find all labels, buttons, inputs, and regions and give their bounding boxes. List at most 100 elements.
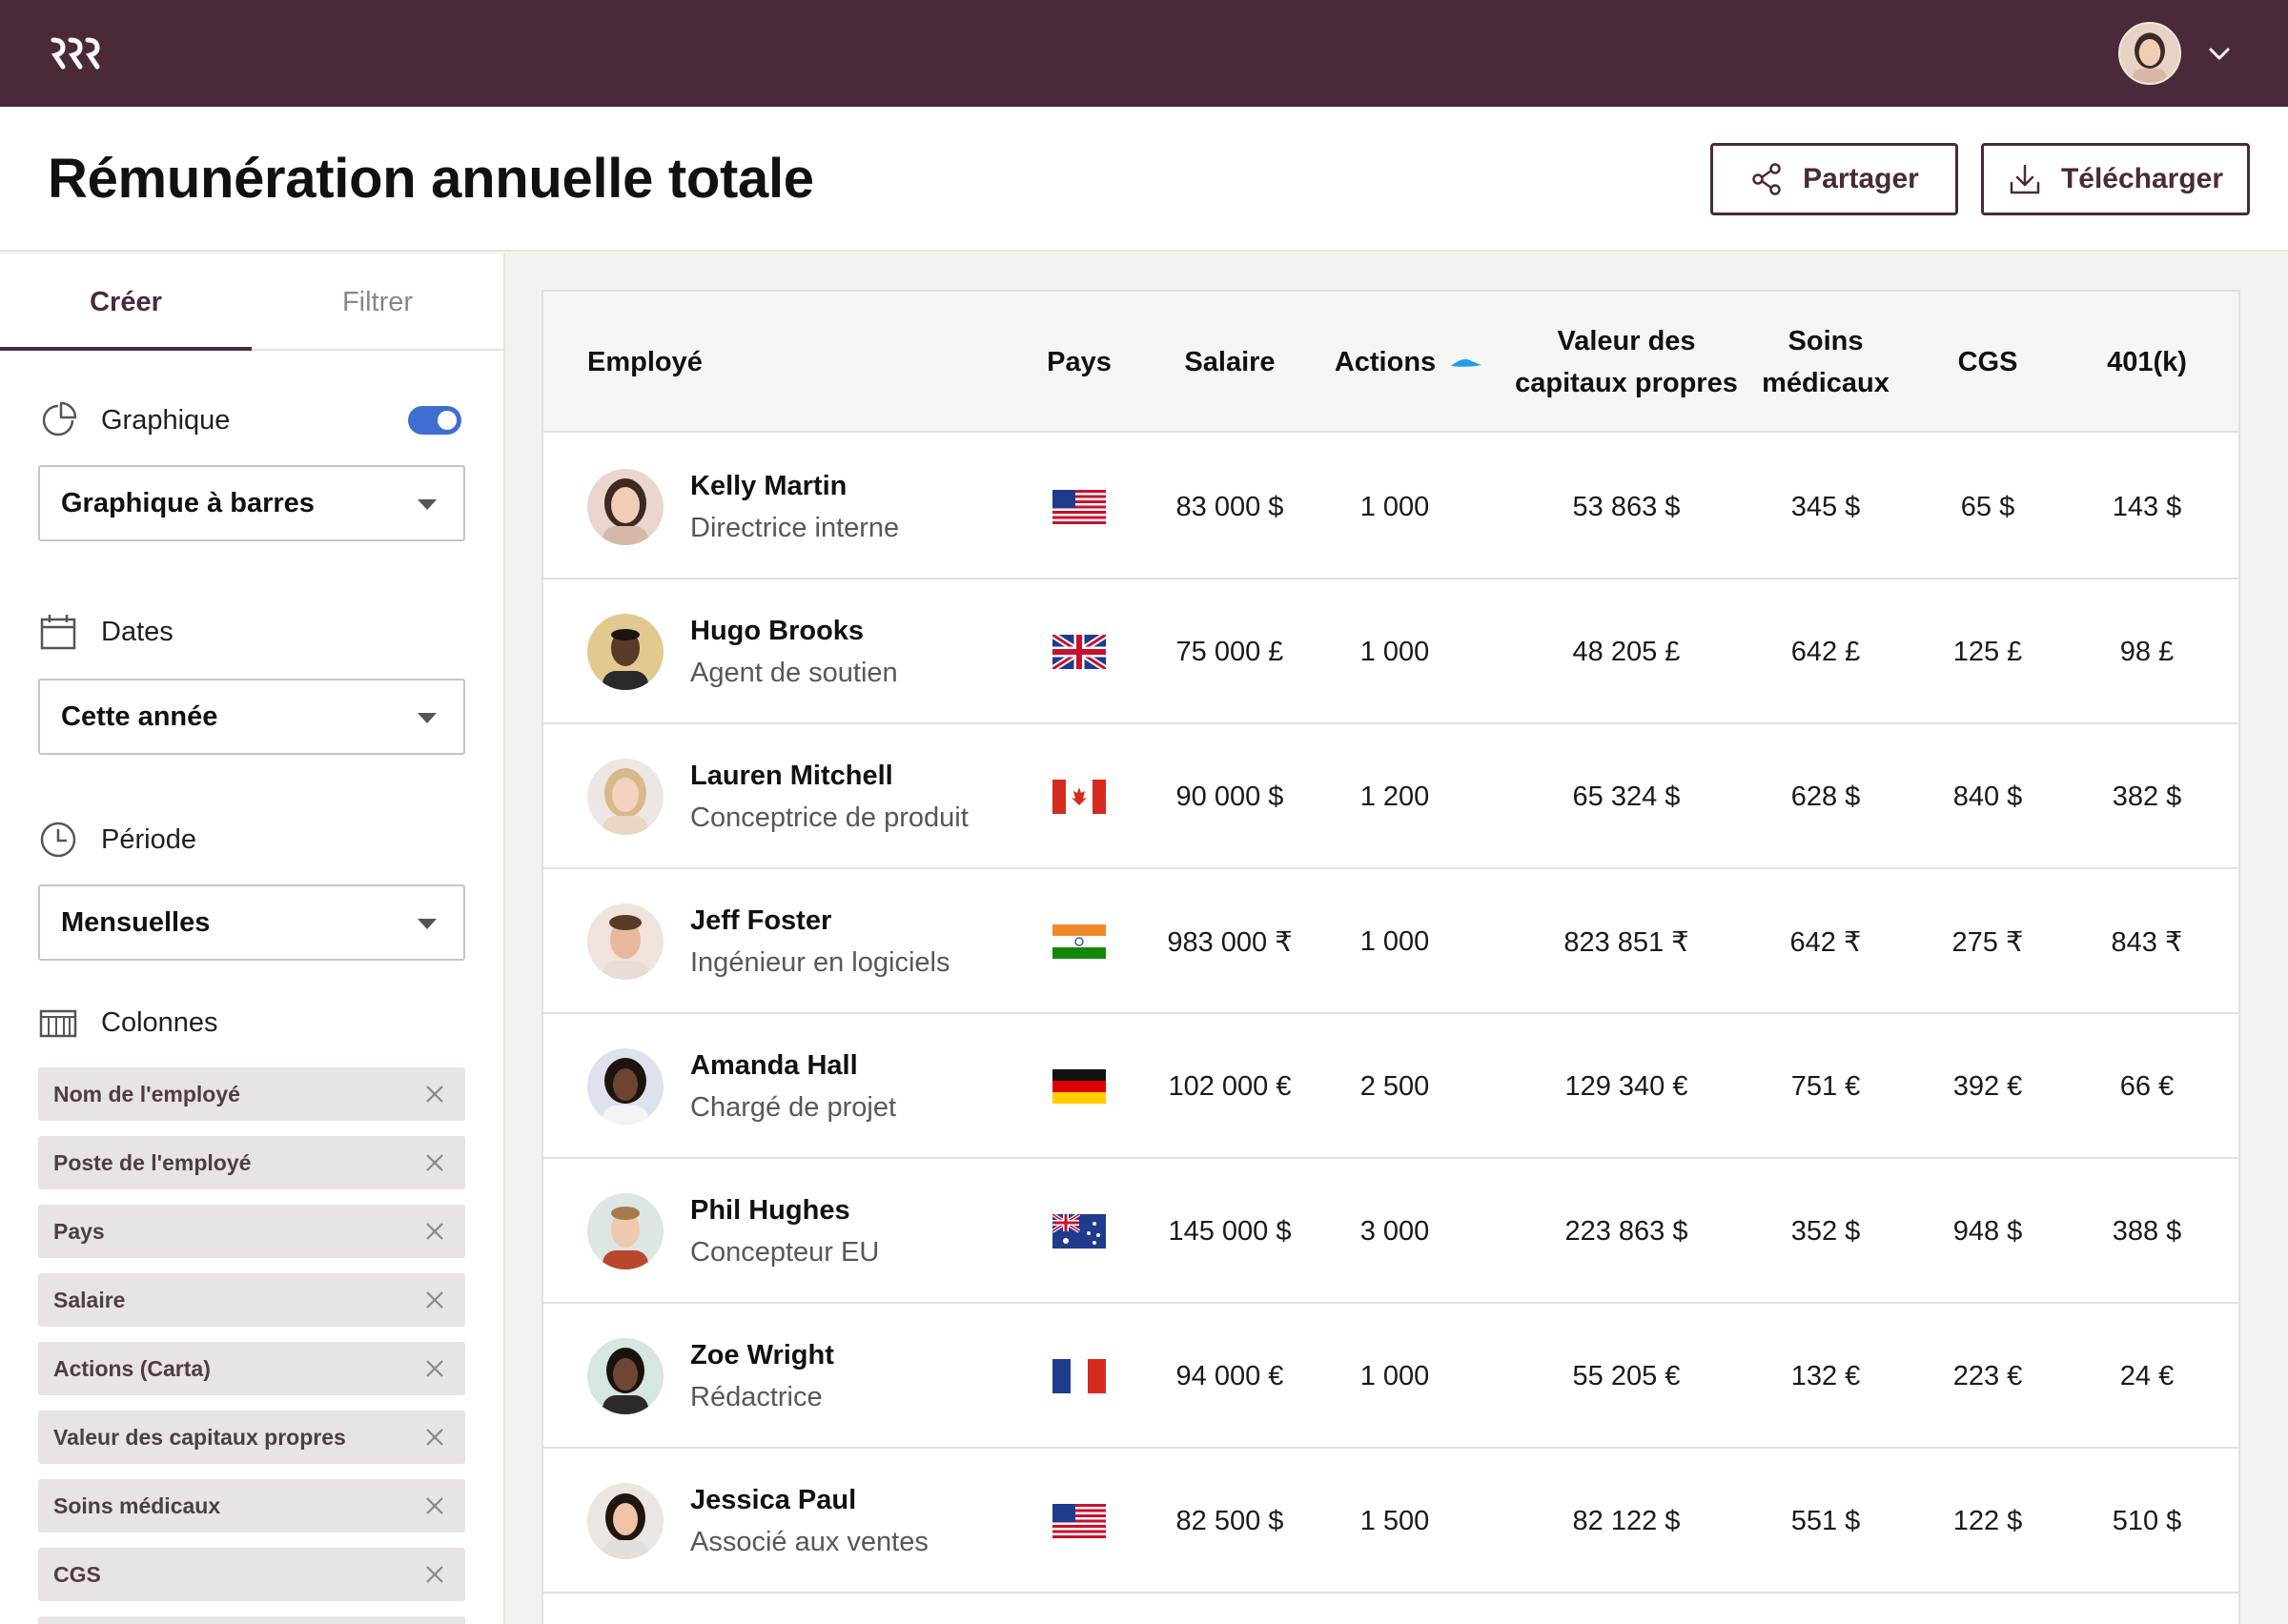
header-employee[interactable]: Employé [587, 347, 703, 377]
header-shares[interactable]: Actions [1314, 292, 1504, 433]
tab-create[interactable]: Créer [90, 286, 162, 317]
header-cgs[interactable]: CGS [1957, 347, 2018, 377]
equity-cell: 823 851 ₹ [1563, 926, 1689, 958]
shares-cell: 1 200 [1359, 781, 1430, 812]
employee-name: Amanda Hall [690, 1050, 858, 1081]
employee-avatar [587, 1048, 664, 1125]
flag-canada-icon [1052, 780, 1106, 814]
shares-cell: 1 000 [1359, 491, 1430, 522]
flag-germany-icon [1052, 1069, 1106, 1104]
flag-uk-icon [1052, 635, 1106, 669]
salary-cell: 94 000 € [1175, 1360, 1284, 1391]
active-tab-indicator [0, 347, 252, 351]
dates-label: Dates [101, 616, 174, 647]
medical-cell: 628 $ [1790, 781, 1861, 812]
medical-cell: 551 $ [1790, 1505, 1861, 1536]
chart-toggle[interactable] [408, 406, 461, 435]
k401-cell: 24 € [2119, 1360, 2175, 1391]
table-row[interactable]: Zoe Wright Rédactrice 94 000 € 1 000 55 … [543, 1304, 2238, 1449]
close-icon[interactable] [423, 1357, 446, 1380]
tab-filter[interactable]: Filtrer [341, 286, 414, 317]
salary-cell: 90 000 $ [1175, 781, 1284, 812]
column-chip: Pays [38, 1205, 465, 1258]
salary-cell: 145 000 $ [1168, 1215, 1292, 1247]
column-chip: Actions (Carta) [38, 1342, 465, 1395]
header-salary[interactable]: Salaire [1184, 347, 1276, 377]
close-icon[interactable] [423, 1494, 446, 1517]
salary-cell: 83 000 $ [1175, 491, 1284, 522]
close-icon[interactable] [423, 1563, 446, 1586]
chart-type-select[interactable]: Graphique à barres [38, 465, 465, 541]
download-icon [2010, 164, 2040, 194]
employee-name: Hugo Brooks [690, 616, 865, 646]
medical-cell: 345 $ [1790, 491, 1861, 522]
column-chip: Salaire [38, 1273, 465, 1327]
table-row[interactable]: Jeff Foster Ingénieur en logiciels 983 0… [543, 869, 2238, 1014]
cgs-cell: 122 $ [1952, 1505, 2023, 1536]
download-button[interactable]: Télécharger [1981, 143, 2250, 215]
column-chip: Poste de l'employé [38, 1136, 465, 1189]
cgs-cell: 275 ₹ [1951, 926, 2024, 958]
header-country[interactable]: Pays [1047, 347, 1112, 377]
employee-name: Phil Hughes [690, 1195, 850, 1226]
dates-section-label: Dates [38, 612, 174, 652]
employee-avatar [587, 903, 664, 980]
period-select[interactable]: Mensuelles [38, 884, 465, 961]
flag-australia-icon [1052, 1214, 1106, 1248]
table-row[interactable]: Phil Hughes Concepteur EU 145 000 $ 3 00… [543, 1159, 2238, 1304]
sort-indicator-icon[interactable] [1449, 355, 1483, 370]
cgs-cell: 65 $ [1960, 491, 2015, 522]
equity-cell: 82 122 $ [1572, 1505, 1681, 1536]
header-shares-label: Actions [1334, 347, 1437, 377]
user-avatar[interactable] [2118, 22, 2181, 85]
employee-role: Agent de soutien [690, 658, 898, 688]
close-icon[interactable] [423, 1426, 446, 1449]
logo-icon[interactable] [50, 34, 107, 72]
cgs-cell: 948 $ [1952, 1215, 2023, 1247]
close-icon[interactable] [423, 1220, 446, 1243]
employee-name: Zoe Wright [690, 1340, 834, 1370]
header-equity[interactable]: Valeur des capitaux propres [1512, 292, 1741, 433]
caret-down-icon [418, 713, 437, 723]
k401-cell: 143 $ [2112, 491, 2182, 522]
table-row[interactable]: Kelly Martin Directrice interne 83 000 $… [543, 435, 2238, 579]
dates-value: Cette année [61, 700, 218, 732]
table-row[interactable]: Hugo Brooks Agent de soutien 75 000 £ 1 … [543, 579, 2238, 724]
medical-cell: 352 $ [1790, 1215, 1861, 1247]
header-medical-line1: Soins [1788, 326, 1864, 356]
dates-select[interactable]: Cette année [38, 679, 465, 755]
table-row[interactable]: Amanda Hall Chargé de projet 102 000 € 2… [543, 1014, 2238, 1159]
cgs-cell: 840 $ [1952, 781, 2023, 812]
chart-section-label: Graphique [38, 400, 230, 440]
equity-cell: 223 863 $ [1564, 1215, 1688, 1247]
table-row[interactable]: Jessica Paul Associé aux ventes 82 500 $… [543, 1449, 2238, 1594]
chevron-down-icon[interactable] [2206, 42, 2233, 65]
flag-france-icon [1052, 1359, 1106, 1393]
equity-cell: 129 340 € [1564, 1070, 1688, 1102]
k401-cell: 66 € [2119, 1070, 2175, 1102]
medical-cell: 642 £ [1790, 636, 1861, 667]
header-equity-line1: Valeur des [1557, 326, 1696, 356]
calendar-icon [40, 615, 76, 650]
employee-avatar [587, 614, 664, 690]
employee-role: Concepteur EU [690, 1237, 880, 1268]
close-icon[interactable] [423, 1083, 446, 1106]
close-icon[interactable] [423, 1289, 446, 1311]
header-401k[interactable]: 401(k) [2107, 347, 2187, 377]
employee-role: Conceptrice de produit [690, 802, 969, 833]
header-medical[interactable]: Soins médicaux [1754, 292, 1897, 433]
employee-name: Jessica Paul [690, 1485, 857, 1515]
close-icon[interactable] [423, 1151, 446, 1174]
share-button[interactable]: Partager [1710, 143, 1958, 215]
employee-role: Chargé de projet [690, 1092, 897, 1123]
salary-cell: 82 500 $ [1175, 1505, 1284, 1536]
chip-label: Nom de l'employé [53, 1081, 240, 1106]
employee-avatar [587, 1193, 664, 1269]
columns-label: Colonnes [101, 1006, 218, 1038]
table-row[interactable]: Lauren Mitchell Conceptrice de produit 9… [543, 724, 2238, 869]
equity-cell: 48 205 £ [1572, 636, 1681, 667]
chip-label: Pays [53, 1218, 105, 1244]
share-label: Partager [1803, 163, 1919, 194]
medical-cell: 751 € [1790, 1070, 1861, 1102]
chip-label: Soins médicaux [53, 1492, 221, 1518]
